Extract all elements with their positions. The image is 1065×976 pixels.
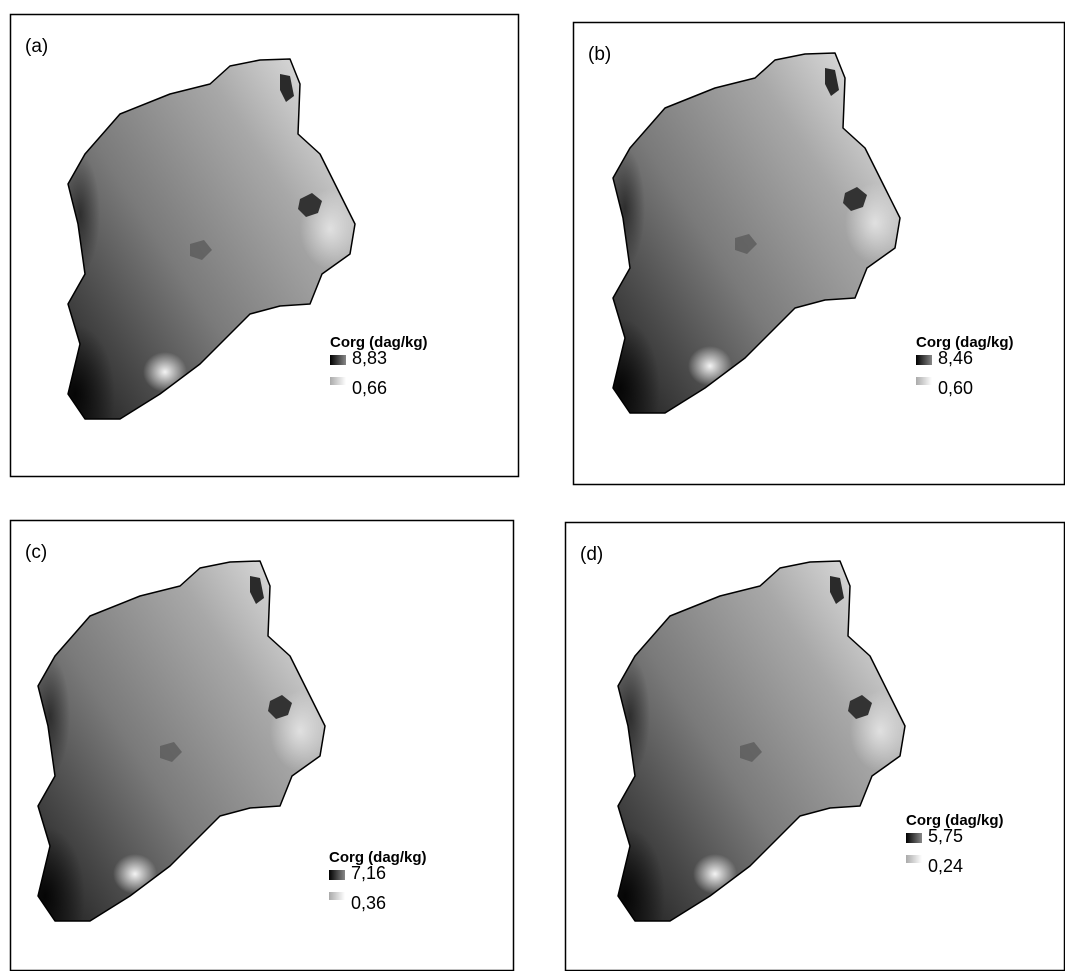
legend: Corg (dag/kg)8,830,66	[330, 334, 428, 398]
map-light-spot	[113, 854, 157, 894]
map-dark-edge	[585, 826, 665, 966]
legend: Corg (dag/kg)5,750,24	[906, 812, 1004, 876]
legend-swatch-light	[916, 377, 932, 385]
legend-min: 0,24	[928, 856, 963, 876]
panel-label: (c)	[25, 542, 47, 563]
map-light-spot	[688, 346, 732, 386]
map-dark-edge	[30, 656, 70, 776]
panel-label: (b)	[588, 44, 611, 65]
map-dark-edge	[35, 324, 115, 464]
legend-swatch-dark	[329, 870, 345, 880]
map	[580, 38, 915, 458]
map	[585, 546, 920, 966]
legend-swatch-dark	[916, 355, 932, 365]
panel: (c)Corg (dag/kg)7,160,36	[5, 521, 514, 971]
legend-swatch-light	[330, 377, 346, 385]
panel-label: (d)	[580, 544, 603, 565]
panel: (a)Corg (dag/kg)8,830,66	[11, 15, 519, 477]
map-dark-edge	[605, 148, 645, 268]
legend-min: 0,60	[938, 378, 973, 398]
legend: Corg (dag/kg)8,460,60	[916, 334, 1014, 398]
legend-min: 0,66	[352, 378, 387, 398]
legend-swatch-light	[329, 892, 345, 900]
map-raster	[35, 44, 370, 464]
legend-swatch-dark	[906, 833, 922, 843]
panel-label: (a)	[25, 36, 48, 57]
legend-swatch-dark	[330, 355, 346, 365]
legend-max: 8,46	[938, 348, 973, 368]
page: {"panels": [ {"label": "(a)", "legend_ti…	[0, 0, 1065, 971]
legend-max: 5,75	[928, 826, 963, 846]
panel: (d)Corg (dag/kg)5,750,24	[566, 523, 1065, 971]
map-raster	[580, 38, 915, 458]
map-dark-edge	[5, 826, 85, 966]
panel: (b)Corg (dag/kg)8,460,60	[574, 23, 1065, 485]
legend-max: 7,16	[351, 863, 386, 883]
map-light-spot	[143, 352, 187, 392]
legend-min: 0,36	[351, 893, 386, 913]
map	[5, 546, 340, 966]
map-dark-edge	[60, 154, 100, 274]
map	[35, 44, 370, 464]
figure: (a)Corg (dag/kg)8,830,66(b)Corg (dag/kg)…	[0, 0, 1065, 971]
map-dark-edge	[580, 318, 660, 458]
legend-swatch-light	[906, 855, 922, 863]
map-raster	[585, 546, 920, 966]
map-dark-edge	[610, 656, 650, 776]
map-light-spot	[693, 854, 737, 894]
map-raster	[5, 546, 340, 966]
legend-max: 8,83	[352, 348, 387, 368]
legend: Corg (dag/kg)7,160,36	[329, 849, 427, 913]
